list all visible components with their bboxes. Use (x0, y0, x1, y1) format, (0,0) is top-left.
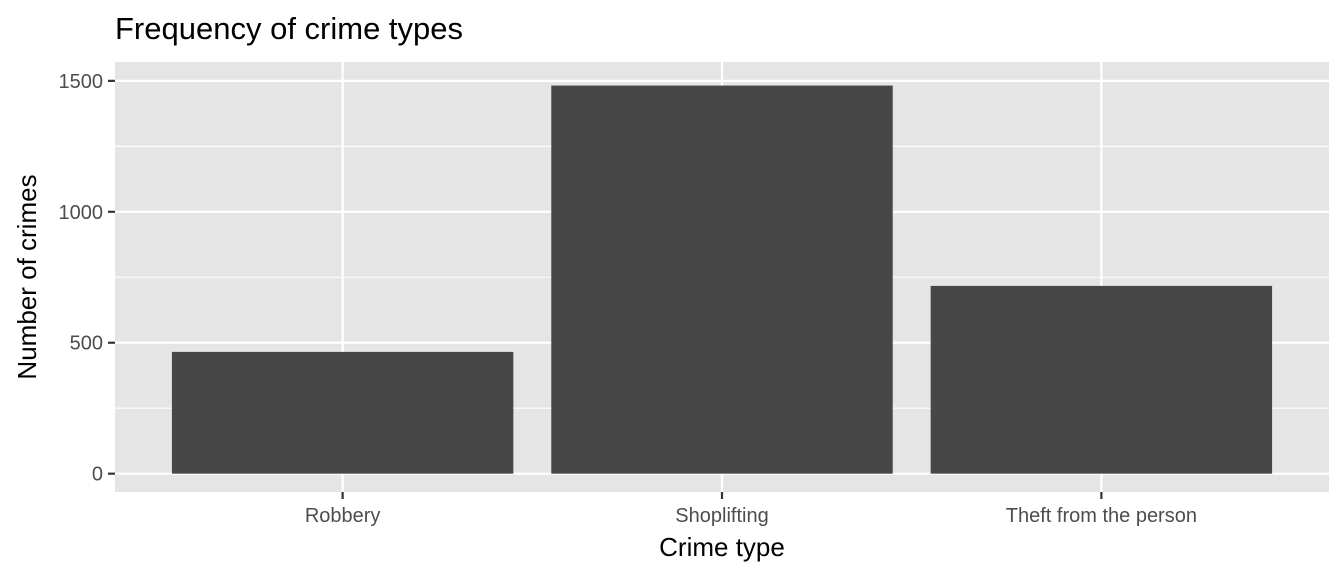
bar (171, 351, 514, 474)
bar (930, 285, 1273, 474)
chart-title: Frequency of crime types (115, 11, 463, 46)
y-tick-label: 1500 (59, 71, 104, 93)
x-tick-label: Shoplifting (675, 505, 768, 527)
x-axis: Robbery Shoplifting Theft from the person (305, 492, 1197, 527)
bar (551, 85, 893, 474)
x-axis-title: Crime type (659, 532, 785, 562)
y-axis-title: Number of crimes (12, 174, 42, 379)
y-tick-label: 500 (70, 333, 103, 355)
x-tick-label: Theft from the person (1006, 505, 1197, 527)
bars (171, 85, 1273, 474)
y-tick-label: 0 (92, 464, 103, 486)
y-tick-label: 1000 (59, 202, 104, 224)
y-axis: 0 500 1000 1500 (59, 71, 115, 486)
x-tick-label: Robbery (305, 505, 381, 527)
